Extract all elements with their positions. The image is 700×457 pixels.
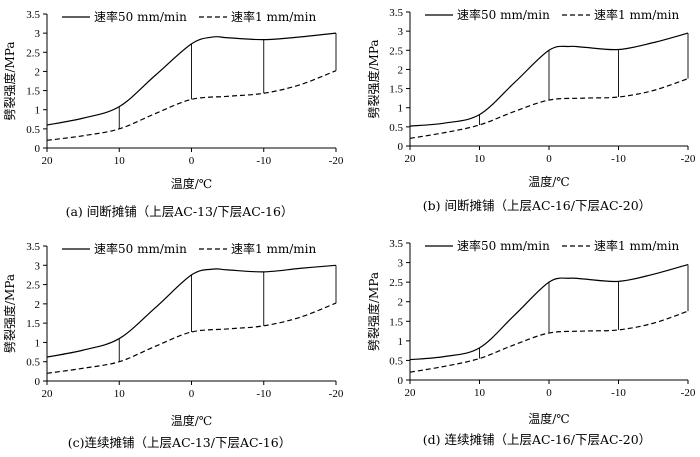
- x-tick-label: 0: [189, 155, 195, 167]
- x-tick-label: -10: [611, 387, 626, 399]
- y-tick-label: 1.5: [389, 84, 403, 96]
- x-tick-label: 20: [405, 153, 417, 165]
- y-tick-label: 0: [398, 141, 404, 153]
- y-tick-label: 2: [398, 297, 404, 309]
- x-axis-label: 温度/℃: [528, 411, 569, 426]
- x-tick-label: 10: [114, 155, 126, 167]
- y-tick-label: 1: [35, 337, 41, 349]
- y-tick-label: 2.5: [389, 45, 403, 57]
- y-tick-label: 0.5: [389, 355, 403, 367]
- x-tick-label: 0: [189, 388, 195, 400]
- series-line-1mm: [409, 78, 689, 139]
- y-tick-label: 1.5: [389, 316, 403, 328]
- chart-panel-4: 0 0.5 1 1.5 2 2.5 3 3.5 20 10 0 -10 -20 温度/℃ 劈裂强度/MPa 速…: [366, 238, 696, 447]
- x-tick-label: -10: [256, 388, 271, 400]
- panel-caption: (c)连续摊铺（上层AC-13/下层AC-16）: [68, 435, 291, 450]
- panel-caption: (a) 间断摊铺（上层AC-13/下层AC-16）: [66, 204, 294, 219]
- series-line-50mm: [409, 263, 689, 361]
- x-tick-label: -20: [329, 155, 344, 167]
- x-tick-label: 10: [114, 388, 126, 400]
- y-axis-label: 劈裂强度/MPa: [366, 39, 381, 118]
- y-tick-label: 0: [398, 375, 404, 387]
- y-tick-label: 2.5: [389, 277, 403, 289]
- legend-label-1mm: 速率1 mm/min: [594, 238, 679, 253]
- y-tick-label: 0: [35, 143, 41, 155]
- series-line-1mm: [409, 310, 689, 373]
- x-tick-label: 20: [42, 155, 54, 167]
- y-tick-label: 2.5: [26, 47, 40, 59]
- legend-label-1mm: 速率1 mm/min: [231, 9, 316, 24]
- x-tick-label: 0: [546, 153, 552, 165]
- y-tick-label: 2: [35, 66, 41, 78]
- series-line-1mm: [46, 302, 337, 374]
- y-tick-label: 1: [398, 103, 404, 115]
- y-axis-label: 劈裂强度/MPa: [2, 274, 17, 353]
- series-line-1mm: [46, 70, 337, 141]
- x-axis-label: 温度/℃: [528, 174, 569, 189]
- panel-caption: (b) 间断摊铺（上层AC-16/下层AC-20）: [423, 198, 651, 213]
- chart-panel-2: 0 0.5 1 1.5 2 2.5 3 3.5 20 10 0 -10 -20 温度/℃ 劈裂强度/MPa 速…: [366, 7, 696, 213]
- y-tick-label: 0.5: [26, 357, 40, 369]
- chart-panel-3: 0 0.5 1 1.5 2 2.5 3 3.5 20 10 0 -10 -20 温度/℃ 劈裂强度/MPa 速…: [2, 241, 344, 450]
- y-tick-label: 3: [35, 28, 41, 40]
- y-tick-label: 1: [398, 336, 404, 348]
- x-tick-label: 10: [474, 153, 486, 165]
- x-tick-label: -20: [681, 387, 696, 399]
- y-tick-label: 3: [398, 258, 404, 270]
- y-tick-label: 3.5: [389, 238, 403, 250]
- y-tick-label: 0.5: [389, 122, 403, 134]
- y-tick-label: 1.5: [26, 318, 40, 330]
- legend-label-50mm: 速率50 mm/min: [94, 9, 187, 24]
- x-tick-label: -20: [681, 153, 696, 165]
- x-tick-label: -10: [611, 153, 626, 165]
- y-tick-label: 3: [35, 260, 41, 272]
- y-tick-label: 1: [35, 105, 41, 117]
- y-tick-label: 3: [398, 26, 404, 38]
- x-tick-label: 20: [405, 387, 417, 399]
- y-tick-label: 0: [35, 376, 41, 388]
- panel-caption: (d) 连续摊铺（上层AC-16/下层AC-20）: [423, 432, 651, 447]
- x-axis-label: 温度/℃: [171, 413, 212, 428]
- x-tick-label: 20: [42, 388, 54, 400]
- chart-panel-1: 0 0.5 1 1.5 2 2.5 3 3.5 20 10 0 -10 -20 温度/℃ 劈裂强度/MPa 速…: [2, 9, 344, 219]
- x-tick-label: -10: [256, 155, 271, 167]
- y-tick-label: 2: [35, 299, 41, 311]
- y-axis-label: 劈裂强度/MPa: [2, 41, 17, 120]
- legend-label-50mm: 速率50 mm/min: [457, 7, 550, 22]
- y-tick-label: 1.5: [26, 86, 40, 98]
- y-tick-label: 3.5: [389, 7, 403, 19]
- legend-label-1mm: 速率1 mm/min: [231, 241, 316, 256]
- y-tick-label: 3.5: [26, 9, 40, 21]
- y-axis-label: 劈裂强度/MPa: [366, 272, 381, 351]
- y-tick-label: 2.5: [26, 280, 40, 292]
- series-line-50mm: [46, 264, 337, 358]
- y-tick-label: 0.5: [26, 124, 40, 136]
- series-line-50mm: [46, 32, 337, 126]
- x-tick-label: -20: [329, 388, 344, 400]
- x-tick-label: 0: [546, 387, 552, 399]
- legend-label-50mm: 速率50 mm/min: [94, 241, 187, 256]
- series-line-50mm: [409, 32, 689, 127]
- x-tick-label: 10: [474, 387, 486, 399]
- legend-label-50mm: 速率50 mm/min: [457, 238, 550, 253]
- x-axis-label: 温度/℃: [171, 176, 212, 191]
- y-tick-label: 3.5: [26, 241, 40, 253]
- y-tick-label: 2: [398, 64, 404, 76]
- legend-label-1mm: 速率1 mm/min: [594, 7, 679, 22]
